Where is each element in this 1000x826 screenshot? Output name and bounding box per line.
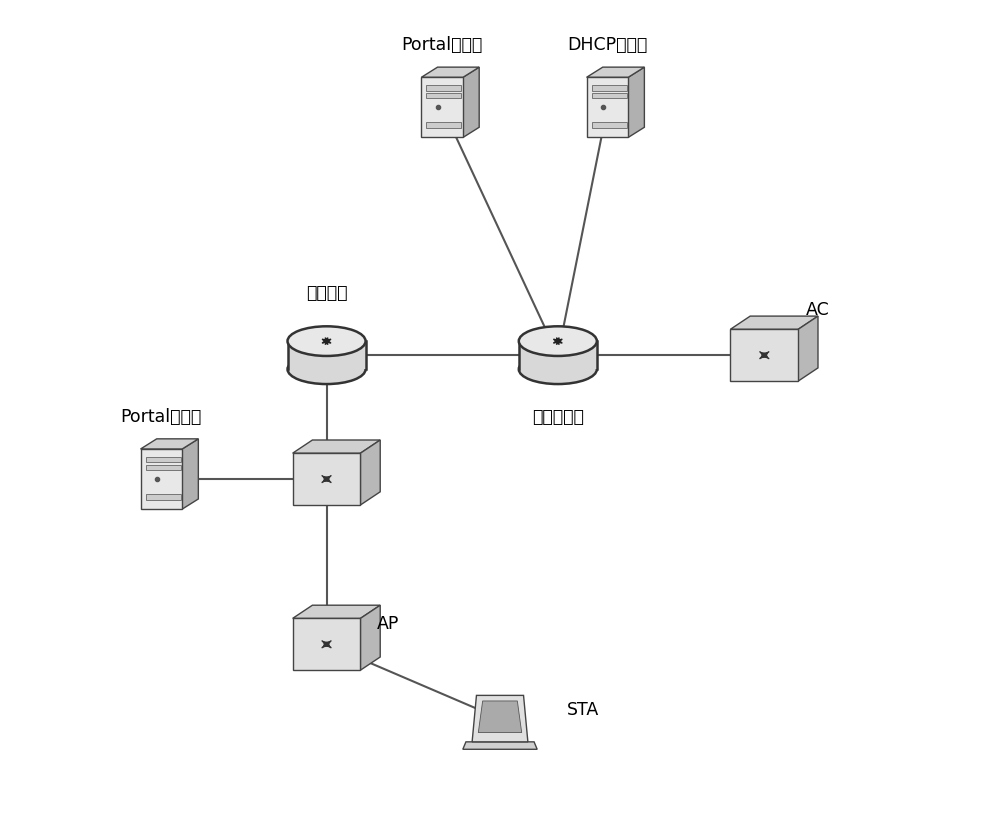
Polygon shape (426, 85, 461, 91)
Polygon shape (592, 85, 627, 91)
Polygon shape (463, 742, 537, 749)
Polygon shape (293, 440, 380, 453)
Polygon shape (730, 330, 798, 381)
Polygon shape (141, 449, 182, 509)
Ellipse shape (288, 326, 366, 356)
Polygon shape (478, 701, 522, 733)
Polygon shape (141, 439, 198, 449)
Text: Portal服务器: Portal服务器 (121, 408, 202, 426)
Polygon shape (628, 67, 644, 137)
Polygon shape (360, 605, 380, 670)
Polygon shape (587, 67, 644, 78)
Polygon shape (798, 316, 818, 381)
Polygon shape (288, 341, 366, 369)
Polygon shape (426, 122, 461, 128)
Polygon shape (730, 316, 818, 330)
Polygon shape (587, 78, 628, 137)
Polygon shape (293, 605, 380, 619)
Polygon shape (293, 453, 360, 505)
Text: AC: AC (806, 301, 830, 319)
Polygon shape (519, 341, 597, 369)
Polygon shape (360, 440, 380, 505)
Text: 中央路由器: 中央路由器 (532, 408, 584, 426)
Polygon shape (146, 494, 181, 500)
Polygon shape (421, 78, 463, 137)
Text: AP: AP (377, 615, 400, 633)
Polygon shape (421, 67, 479, 78)
Polygon shape (146, 465, 181, 470)
Polygon shape (293, 619, 360, 670)
Polygon shape (182, 439, 198, 509)
Text: 用户网关: 用户网关 (306, 284, 347, 302)
Polygon shape (592, 93, 627, 98)
Text: DHCP服务器: DHCP服务器 (567, 36, 648, 55)
Polygon shape (463, 67, 479, 137)
Polygon shape (592, 122, 627, 128)
Ellipse shape (519, 354, 597, 384)
Polygon shape (146, 457, 181, 463)
Text: Portal服务器: Portal服务器 (402, 36, 483, 55)
Ellipse shape (288, 354, 366, 384)
Ellipse shape (519, 326, 597, 356)
Text: STA: STA (566, 701, 599, 719)
Polygon shape (426, 93, 461, 98)
Polygon shape (472, 695, 528, 742)
